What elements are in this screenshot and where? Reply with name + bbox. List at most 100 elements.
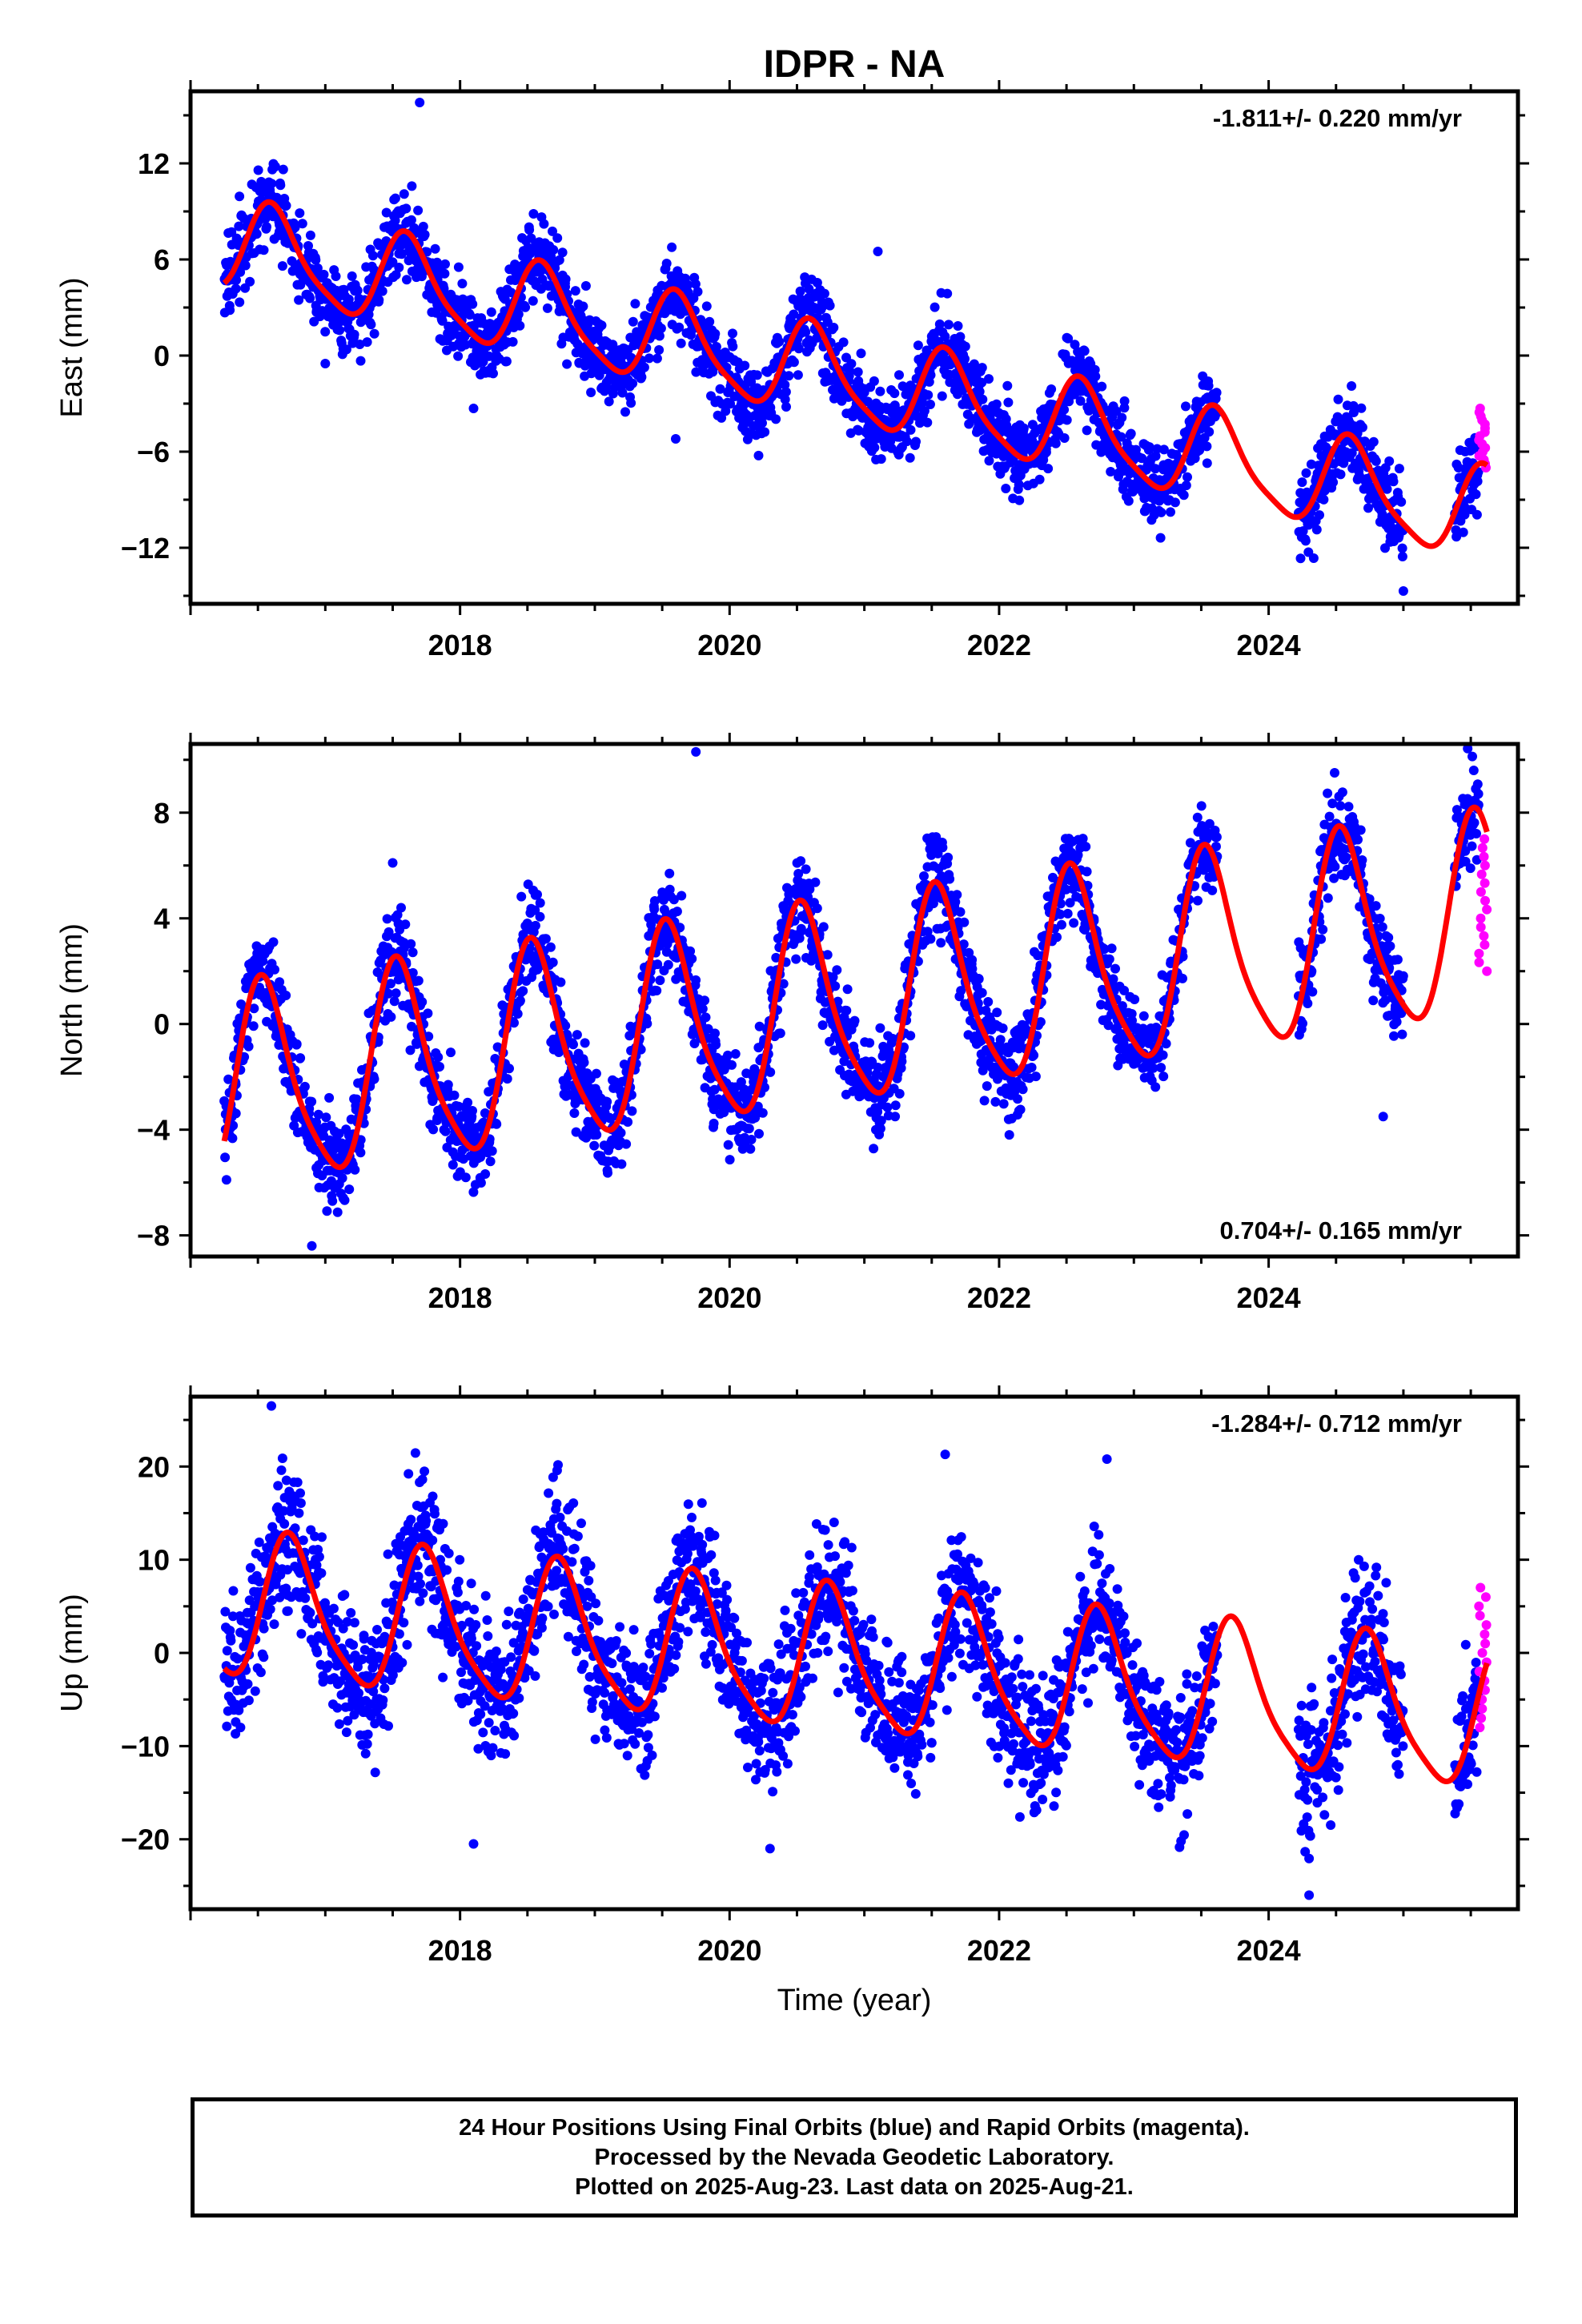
final-orbit-point xyxy=(940,332,950,342)
final-orbit-point xyxy=(448,1160,458,1170)
final-orbit-point xyxy=(862,396,873,407)
final-orbit-point xyxy=(923,390,934,400)
final-orbit-point xyxy=(221,1175,231,1185)
final-orbit-point xyxy=(943,852,954,862)
final-orbit-point xyxy=(1308,553,1319,563)
final-orbit-point xyxy=(578,301,588,312)
final-orbit-point xyxy=(1055,909,1066,919)
final-orbit-point xyxy=(825,300,835,311)
x-tick-label: 2018 xyxy=(428,629,492,661)
final-orbit-point xyxy=(652,353,662,364)
final-orbit-point xyxy=(428,1124,439,1135)
final-orbit-point xyxy=(974,387,985,396)
final-orbit-point xyxy=(930,302,940,312)
final-orbit-point xyxy=(710,328,721,339)
final-orbit-point xyxy=(430,243,440,254)
final-orbit-point xyxy=(515,995,525,1006)
final-orbit-point xyxy=(793,370,803,380)
final-orbit-point xyxy=(262,222,271,232)
final-orbit-point xyxy=(728,328,737,339)
final-orbit-point xyxy=(324,1092,335,1103)
final-orbit-point xyxy=(661,259,672,268)
final-orbit-point xyxy=(235,191,245,202)
final-orbit-point xyxy=(557,247,568,258)
data-points xyxy=(219,98,1491,596)
final-orbit-point xyxy=(938,842,948,853)
final-orbit-point xyxy=(1303,999,1313,1008)
final-orbit-point xyxy=(485,1156,496,1167)
final-orbit-point xyxy=(992,1007,1002,1018)
final-orbit-point xyxy=(440,259,450,269)
final-orbit-point xyxy=(1357,422,1367,432)
final-orbit-point xyxy=(1150,1082,1161,1092)
final-orbit-point xyxy=(220,1152,231,1163)
final-orbit-point xyxy=(781,387,791,397)
final-orbit-point xyxy=(568,1039,578,1050)
final-orbit-point xyxy=(418,221,428,231)
final-orbit-point xyxy=(351,1094,362,1104)
final-orbit-point xyxy=(693,287,703,297)
final-orbit-point xyxy=(625,332,636,343)
final-orbit-point xyxy=(977,987,987,998)
final-orbit-point xyxy=(437,316,448,326)
final-orbit-point xyxy=(251,229,262,239)
final-orbit-point xyxy=(488,368,498,379)
final-orbit-point xyxy=(919,871,929,881)
final-orbit-point xyxy=(626,398,636,408)
final-orbit-point xyxy=(294,295,304,305)
final-orbit-point xyxy=(299,1081,310,1092)
final-orbit-point xyxy=(873,1107,883,1117)
final-orbit-point xyxy=(700,995,710,1006)
final-orbit-point xyxy=(1388,476,1399,487)
final-orbit-point xyxy=(1398,586,1408,596)
final-orbit-point xyxy=(817,1020,828,1031)
final-orbit-point xyxy=(621,1139,632,1149)
final-orbit-point xyxy=(560,274,571,284)
final-orbit-point xyxy=(1298,1019,1307,1028)
final-orbit-point xyxy=(950,897,961,907)
final-orbit-point xyxy=(1166,507,1175,517)
final-orbit-point xyxy=(394,263,404,272)
final-orbit-point xyxy=(1353,834,1363,845)
final-orbit-point xyxy=(1339,458,1349,468)
final-orbit-point xyxy=(548,957,558,967)
final-orbit-point xyxy=(592,1130,602,1140)
final-orbit-point xyxy=(725,399,736,409)
final-orbit-point xyxy=(401,203,412,214)
final-orbit-point xyxy=(268,937,279,947)
final-orbit-point xyxy=(1014,480,1024,490)
final-orbit-point xyxy=(1192,812,1203,822)
final-orbit-point xyxy=(849,1015,860,1026)
final-orbit-point xyxy=(440,268,450,279)
final-orbit-point xyxy=(492,1119,502,1129)
final-orbit-point xyxy=(1013,1094,1022,1104)
final-orbit-point xyxy=(952,890,962,900)
final-orbit-point xyxy=(1368,436,1379,447)
final-orbit-point xyxy=(1156,507,1166,517)
final-orbit-point xyxy=(890,1112,901,1122)
final-orbit-point xyxy=(818,922,829,932)
final-orbit-point xyxy=(630,299,640,309)
final-orbit-point xyxy=(1161,1039,1171,1049)
final-orbit-point xyxy=(915,418,925,428)
final-orbit-point xyxy=(1329,873,1339,883)
final-orbit-point xyxy=(990,1096,1001,1107)
final-orbit-point xyxy=(1343,802,1354,812)
final-orbit-point xyxy=(1035,1017,1046,1027)
final-orbit-point xyxy=(433,1052,444,1063)
final-orbit-point xyxy=(548,245,559,255)
final-orbit-point xyxy=(701,301,712,312)
final-orbit-point xyxy=(709,1118,719,1128)
final-orbit-point xyxy=(876,454,886,464)
final-orbit-point xyxy=(1211,832,1222,842)
final-orbit-point xyxy=(1333,394,1343,404)
final-orbit-point xyxy=(408,967,418,978)
final-orbit-point xyxy=(352,285,363,296)
final-orbit-point xyxy=(771,414,781,424)
final-orbit-point xyxy=(894,1088,905,1099)
final-orbit-point xyxy=(846,359,857,369)
final-orbit-point xyxy=(570,286,580,296)
final-orbit-point xyxy=(725,1155,735,1165)
final-orbit-point xyxy=(922,417,933,428)
